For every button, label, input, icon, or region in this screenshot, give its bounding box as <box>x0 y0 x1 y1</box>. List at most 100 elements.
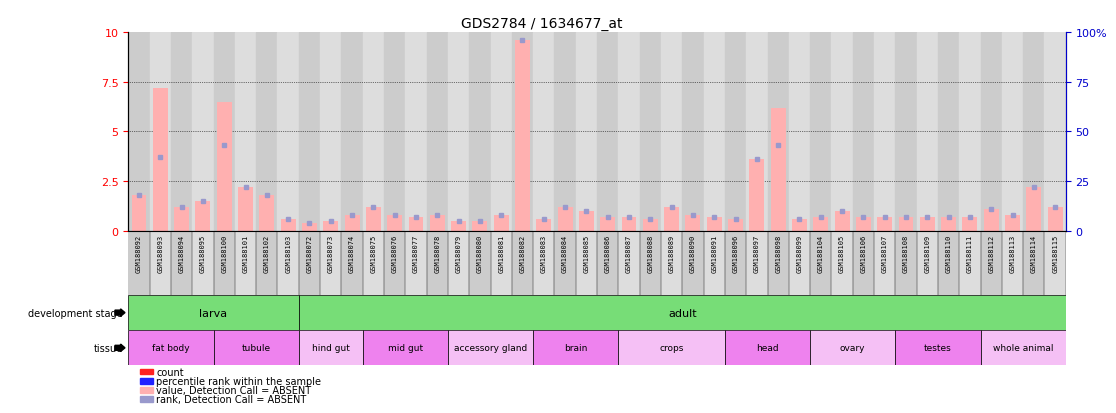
Text: GSM188084: GSM188084 <box>562 235 568 273</box>
Text: development stage: development stage <box>28 308 123 318</box>
Text: GSM188112: GSM188112 <box>988 235 994 273</box>
Bar <box>558 207 573 231</box>
Bar <box>725 33 747 231</box>
Bar <box>831 231 853 295</box>
Bar <box>579 211 594 231</box>
Bar <box>257 33 278 231</box>
Bar <box>533 330 618 366</box>
Bar <box>981 330 1066 366</box>
Bar <box>153 88 167 231</box>
Text: GSM188105: GSM188105 <box>839 235 845 273</box>
Text: GSM188088: GSM188088 <box>647 235 653 273</box>
Bar <box>981 231 1002 295</box>
Bar <box>1023 33 1045 231</box>
Bar <box>128 330 213 366</box>
Bar <box>898 217 913 231</box>
Bar <box>661 33 682 231</box>
Bar <box>877 217 892 231</box>
Text: GSM188109: GSM188109 <box>924 235 931 273</box>
Text: GSM188080: GSM188080 <box>477 235 483 273</box>
Bar <box>469 231 491 295</box>
Bar <box>366 207 381 231</box>
Bar <box>750 160 764 231</box>
Bar <box>150 231 171 295</box>
Bar <box>213 231 234 295</box>
Bar <box>302 223 317 231</box>
Bar <box>597 33 618 231</box>
Bar <box>703 33 725 231</box>
Bar <box>363 231 384 295</box>
Bar <box>682 231 703 295</box>
Bar <box>448 330 533 366</box>
Bar <box>1045 231 1066 295</box>
Text: rank, Detection Call = ABSENT: rank, Detection Call = ABSENT <box>156 394 307 404</box>
Bar <box>725 231 747 295</box>
Bar <box>192 231 213 295</box>
Text: tubule: tubule <box>241 344 271 352</box>
Text: GSM188086: GSM188086 <box>605 235 610 273</box>
Bar <box>299 295 1066 330</box>
Bar <box>810 330 895 366</box>
Bar <box>405 33 426 231</box>
Bar <box>853 33 874 231</box>
Text: GSM188073: GSM188073 <box>328 235 334 273</box>
Bar <box>685 216 701 231</box>
Bar <box>1002 33 1023 231</box>
Bar <box>514 41 530 231</box>
Bar <box>768 231 789 295</box>
Bar <box>493 216 509 231</box>
Bar <box>533 33 555 231</box>
Bar <box>856 217 870 231</box>
Text: GSM188074: GSM188074 <box>349 235 355 273</box>
Bar <box>512 33 533 231</box>
Bar <box>984 209 999 231</box>
Bar <box>853 231 874 295</box>
Bar <box>341 33 363 231</box>
Bar <box>747 33 768 231</box>
Bar <box>234 231 257 295</box>
Bar <box>937 231 960 295</box>
Bar <box>920 217 935 231</box>
Text: GDS2784 / 1634677_at: GDS2784 / 1634677_at <box>461 17 622 31</box>
Bar <box>661 231 682 295</box>
Bar <box>533 231 555 295</box>
Bar <box>600 217 615 231</box>
Bar <box>405 231 426 295</box>
Bar <box>174 207 189 231</box>
Text: GSM188078: GSM188078 <box>434 235 441 273</box>
Bar <box>448 33 469 231</box>
Bar <box>195 202 210 231</box>
Bar <box>728 219 743 231</box>
Text: GSM188092: GSM188092 <box>136 235 142 273</box>
Text: GSM188114: GSM188114 <box>1031 235 1037 273</box>
Bar <box>831 33 853 231</box>
Bar <box>363 330 448 366</box>
Bar <box>213 330 299 366</box>
Text: whole animal: whole animal <box>993 344 1054 352</box>
Text: GSM188102: GSM188102 <box>263 235 270 273</box>
Bar <box>937 33 960 231</box>
Bar <box>706 217 722 231</box>
Bar <box>618 330 725 366</box>
Bar <box>874 33 895 231</box>
Bar <box>768 33 789 231</box>
Bar <box>618 231 639 295</box>
Bar <box>128 33 150 231</box>
Bar <box>1023 231 1045 295</box>
Bar <box>299 33 320 231</box>
Text: GSM188111: GSM188111 <box>966 235 973 273</box>
Bar <box>1045 33 1066 231</box>
Bar <box>771 108 786 231</box>
Bar <box>171 231 192 295</box>
Bar <box>128 231 150 295</box>
Bar <box>345 216 359 231</box>
Bar <box>810 231 831 295</box>
Bar <box>810 33 831 231</box>
Text: accessory gland: accessory gland <box>454 344 527 352</box>
Bar <box>426 33 448 231</box>
Text: GSM188083: GSM188083 <box>541 235 547 273</box>
Bar <box>618 33 639 231</box>
Text: GSM188072: GSM188072 <box>307 235 312 273</box>
Bar <box>128 295 299 330</box>
Bar <box>171 33 192 231</box>
